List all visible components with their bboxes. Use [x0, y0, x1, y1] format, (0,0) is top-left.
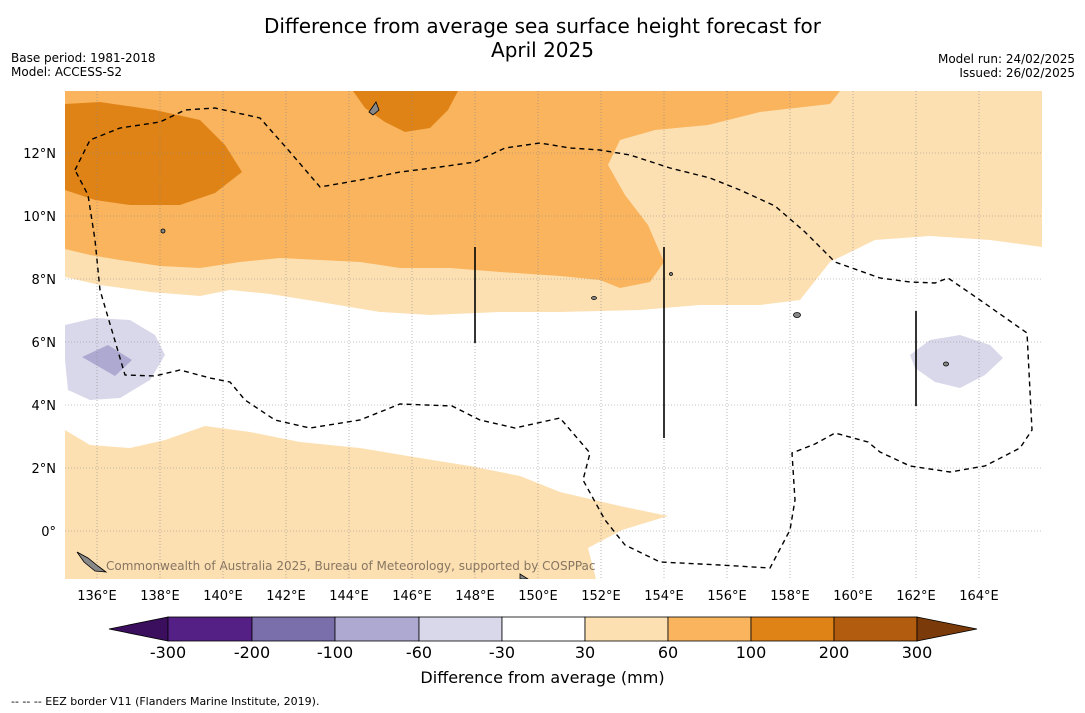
lon-label: 148°E: [455, 589, 495, 604]
colorbar-tick: -300: [150, 643, 186, 662]
colorbar-tick: 100: [736, 643, 767, 662]
lat-label: 8°N: [32, 273, 57, 288]
grid-lines: [65, 91, 1042, 579]
anomaly-region-100-200-north: [353, 91, 458, 132]
colorbar-segment: [167, 616, 253, 642]
lon-label: 160°E: [833, 589, 873, 604]
model-run-text: Model run: 24/02/2025: [937, 52, 1075, 66]
lon-label: 162°E: [896, 589, 936, 604]
island-markers: [76, 101, 949, 579]
lon-label: 156°E: [707, 589, 747, 604]
copyright-watermark: Commonwealth of Australia 2025, Bureau o…: [106, 559, 596, 573]
colorbar-segment: [501, 616, 586, 642]
lat-label: 4°N: [32, 399, 57, 414]
boundary-lines: [474, 247, 917, 438]
lon-label: 138°E: [140, 589, 180, 604]
lon-label: 136°E: [77, 589, 117, 604]
meta-left: Base period: 1981-2018 Model: ACCESS-S2: [11, 51, 156, 79]
model-text: Model: ACCESS-S2: [11, 65, 123, 79]
title-line-2: April 2025: [491, 38, 594, 62]
base-period-text: Base period: 1981-2018: [11, 51, 156, 65]
colorbar-tick: -30: [489, 643, 515, 662]
colorbar-extend-high: [916, 616, 978, 642]
anomaly-region-60-100: [65, 91, 840, 288]
colorbar-segment: [750, 616, 835, 642]
anomaly-region-neg60-neg100-west: [82, 345, 132, 376]
anomaly-region-neg30-neg60-east: [910, 335, 1003, 388]
lon-label: 152°E: [581, 589, 621, 604]
meta-right: Model run: 24/02/2025 Issued: 26/02/2025: [938, 52, 1075, 80]
map-area: [65, 91, 1042, 579]
title-line-1: Difference from average sea surface heig…: [263, 14, 822, 38]
lat-label: 12°N: [23, 147, 56, 162]
colorbar-tick: 200: [819, 643, 850, 662]
colorbar-segment: [334, 616, 420, 642]
lon-label: 144°E: [329, 589, 369, 604]
lon-label: 140°E: [203, 589, 243, 604]
eez-border: [74, 107, 1033, 569]
lon-axis-labels: 136°E 138°E 140°E 142°E 144°E 146°E 148°…: [77, 589, 999, 604]
lon-label: 154°E: [644, 589, 684, 604]
colorbar-tick: 30: [575, 643, 595, 662]
lat-label: 10°N: [23, 210, 56, 225]
colorbar-tick-labels: -300 -200 -100 -60 -30 30 60 100 200 300: [150, 643, 932, 662]
colorbar-tick: 60: [658, 643, 678, 662]
colorbar-tick: -200: [234, 643, 270, 662]
eez-footnote: -- -- -- EEZ border V11 (Flanders Marine…: [11, 695, 320, 708]
colorbar-tick: -100: [317, 643, 353, 662]
lat-axis-labels: 12°N 10°N 8°N 6°N 4°N 2°N 0°: [23, 147, 56, 540]
lon-label: 142°E: [266, 589, 306, 604]
colorbar-segment: [833, 616, 918, 642]
lon-label: 150°E: [518, 589, 558, 604]
lon-label: 164°E: [959, 589, 999, 604]
colorbar-segment: [251, 616, 336, 642]
colorbar: [108, 616, 978, 642]
map-title: Difference from average sea surface heig…: [0, 14, 1085, 62]
colorbar-extend-low: [108, 616, 169, 642]
colorbar-segment: [584, 616, 669, 642]
anomaly-region-100-200-west: [65, 102, 242, 205]
colorbar-segment: [418, 616, 503, 642]
colorbar-tick: -60: [406, 643, 432, 662]
anomaly-region-30-60-south: [65, 426, 668, 579]
issued-text: Issued: 26/02/2025: [959, 66, 1075, 80]
colorbar-segment: [667, 616, 752, 642]
lon-label: 158°E: [770, 589, 810, 604]
colorbar-tick: 300: [902, 643, 933, 662]
lat-label: 2°N: [32, 462, 57, 477]
lon-label: 146°E: [392, 589, 432, 604]
lat-label: 0°: [41, 525, 56, 540]
colorbar-label: Difference from average (mm): [420, 668, 665, 687]
lat-label: 6°N: [32, 336, 57, 351]
